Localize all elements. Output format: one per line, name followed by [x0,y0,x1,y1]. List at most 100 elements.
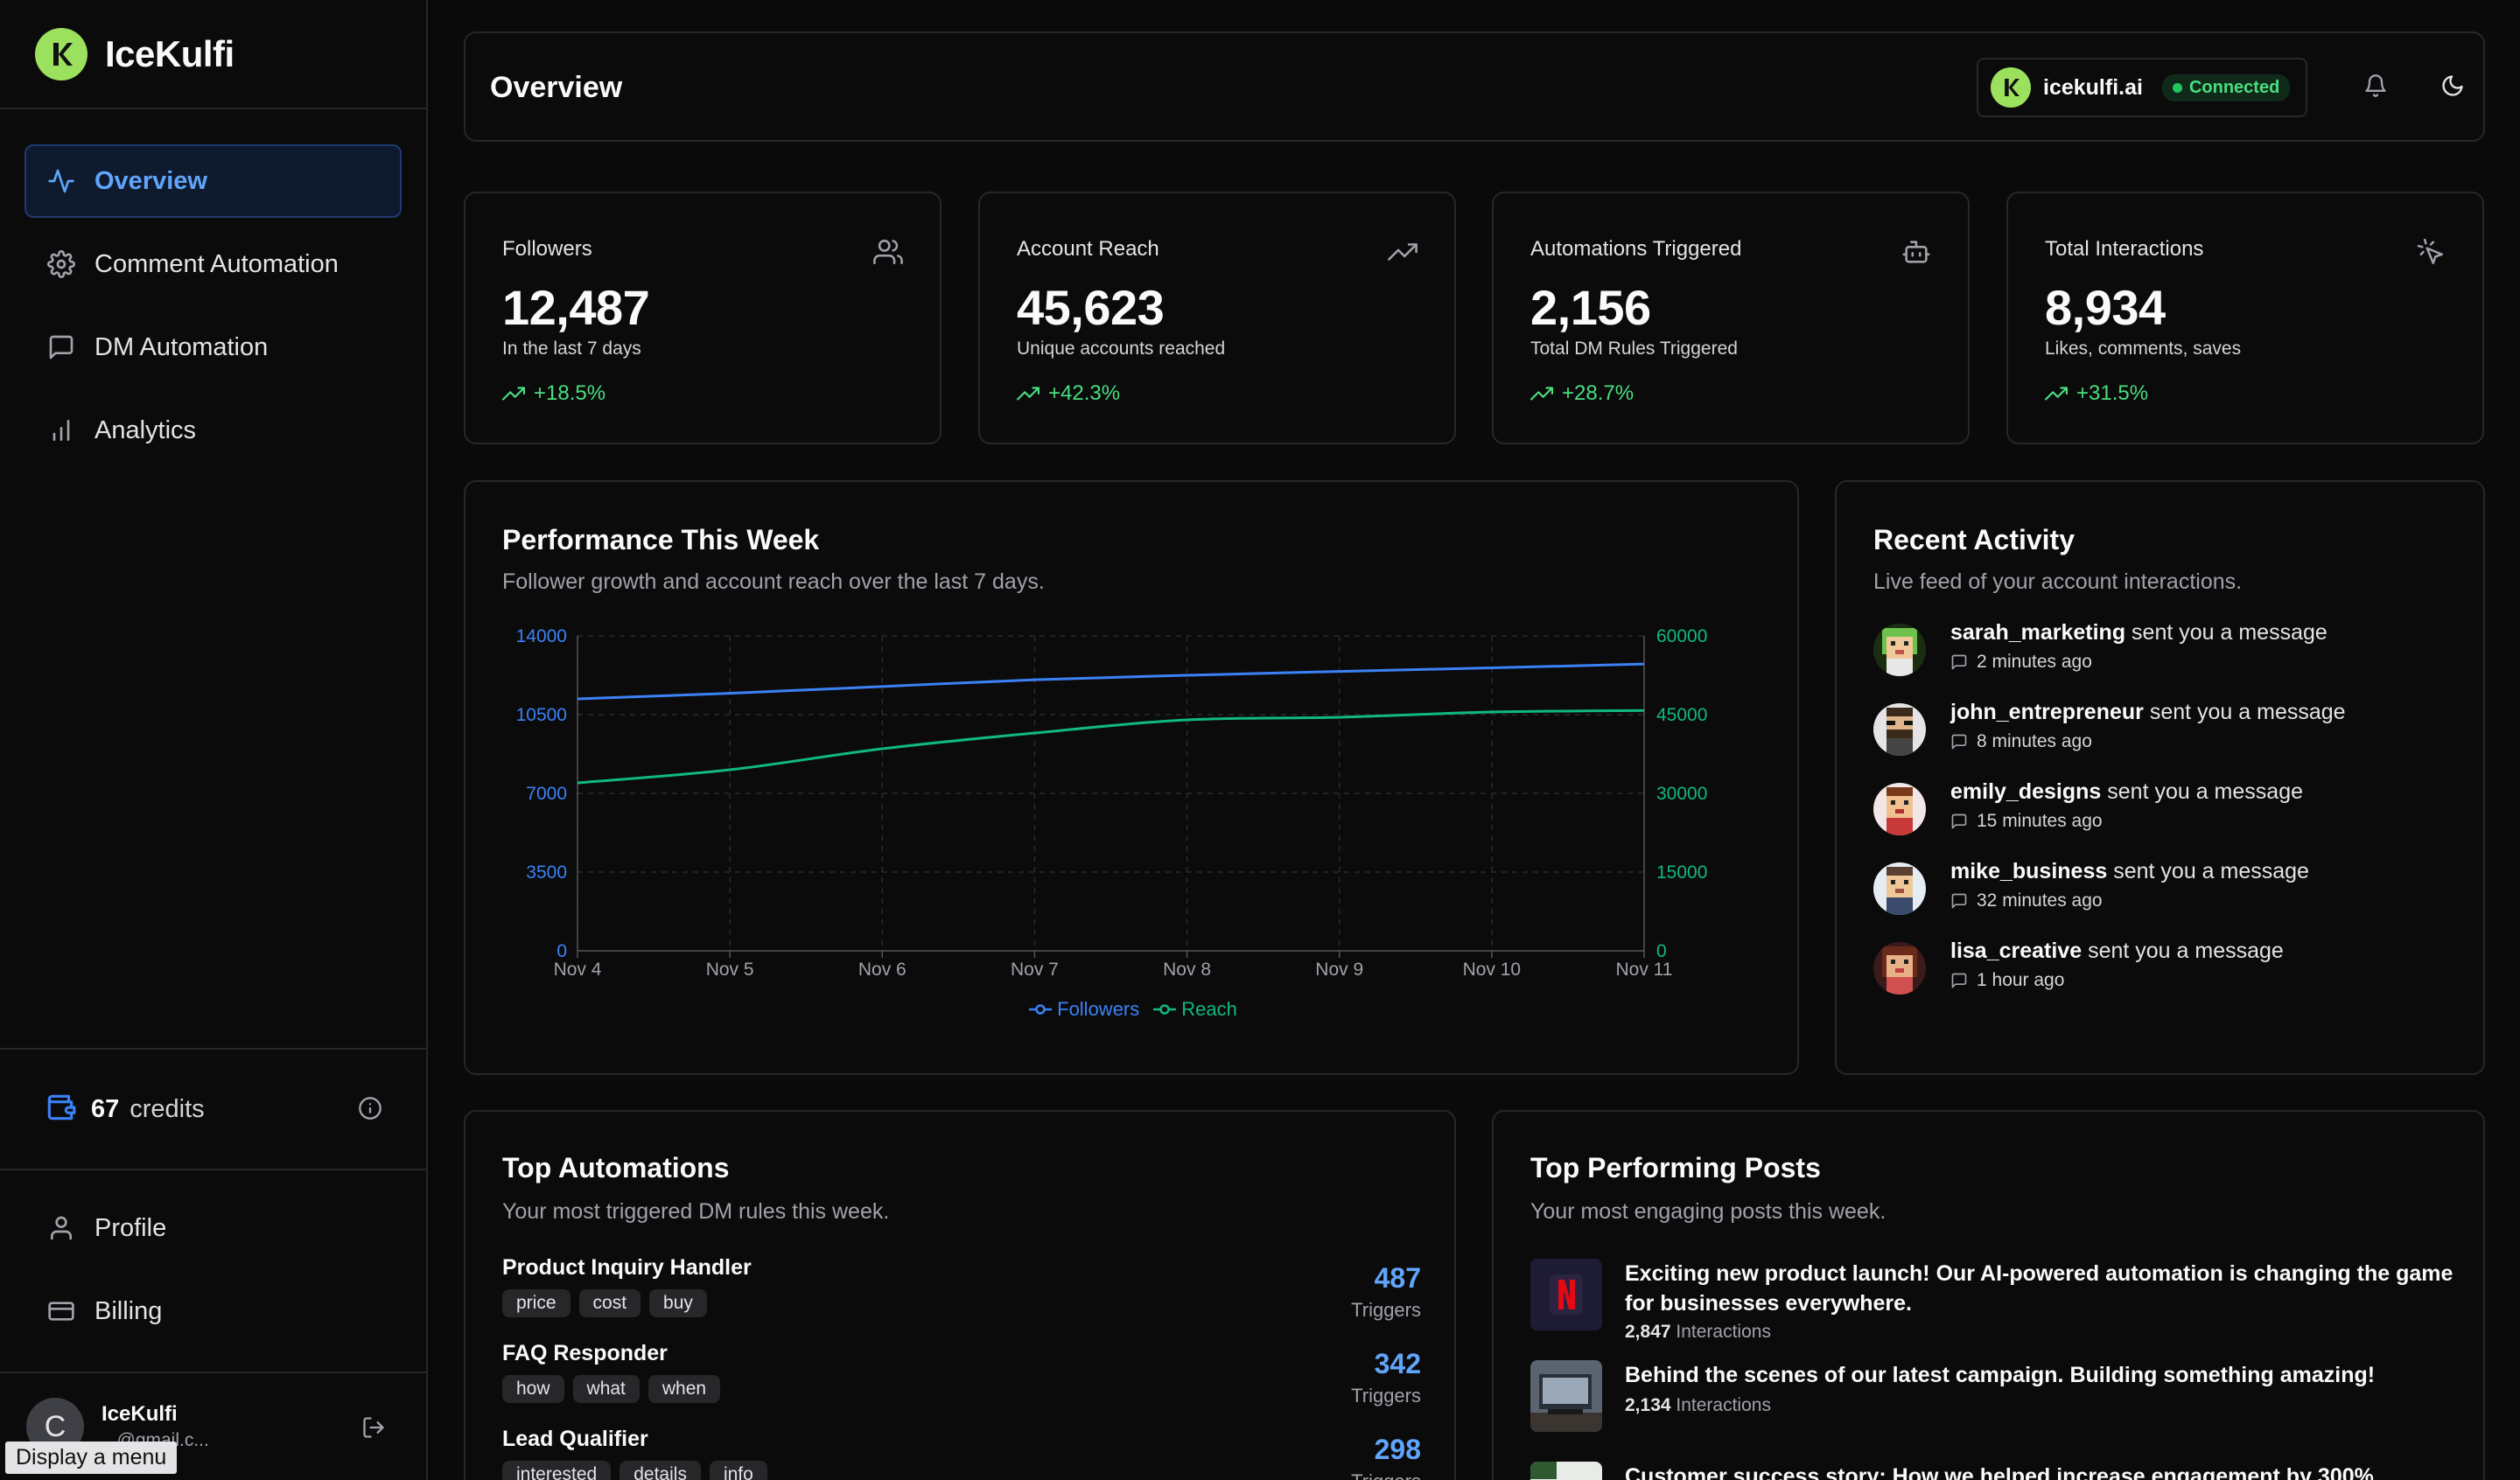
section-description: Your most triggered DM rules this week. [502,1199,890,1224]
section-description: Your most engaging posts this week. [1530,1199,1886,1224]
stat-change-value: +28.7% [1562,381,1634,405]
logout-icon[interactable] [361,1415,386,1444]
stat-value: 2,156 [1530,280,1651,335]
stat-subtitle: In the last 7 days [502,339,641,359]
automation-row[interactable]: FAQ Responder how what when 342 Triggers [502,1341,1421,1420]
series-line-reach [577,709,1645,785]
post-count: 2,134 [1625,1395,1671,1415]
trending-up-icon [1388,237,1418,271]
nav-label: DM Automation [94,332,269,361]
nav-item-analytics[interactable]: Analytics [24,394,402,467]
page-title: Overview [490,71,623,104]
message-square-icon [1951,813,1967,829]
nav-item-billing[interactable]: Billing [24,1274,402,1348]
stat-label: Total Interactions [2045,237,2204,261]
activity-item[interactable]: john_entrepreneur sent you a message 8 m… [1873,700,2468,766]
automation-name: Lead Qualifier [502,1427,648,1451]
activity-text: john_entrepreneur sent you a message [1950,700,2346,725]
stat-change: +31.5% [2045,381,2148,406]
avatar [1873,624,1926,676]
activity-time: 15 minutes ago [1950,811,2103,832]
gear-icon [46,248,77,280]
avatar [1873,942,1926,995]
users-icon [873,237,903,271]
legend-marker [1029,1004,1053,1015]
section-title: Top Automations [502,1152,730,1183]
theme-toggle-button[interactable] [2430,65,2475,110]
credit-card-icon [46,1295,77,1327]
nav-item-dm-automation[interactable]: DM Automation [24,311,402,384]
trigger-unit: Triggers [1351,1385,1421,1407]
x-tick-label: Nov 6 [858,960,906,980]
post-thumbnail [1530,1360,1602,1432]
brand[interactable]: IceKulfi [0,0,426,109]
message-square-icon [1951,973,1967,988]
section-title: Top Performing Posts [1530,1152,1821,1183]
automation-row[interactable]: Product Inquiry Handler price cost buy 4… [502,1255,1421,1334]
nav-label: Overview [94,166,207,195]
stat-value: 8,934 [2045,280,2166,335]
activity-time: 1 hour ago [1950,970,2064,991]
legend-item-reach[interactable]: Reach [1153,998,1237,1021]
bell-icon [2363,73,2388,102]
chart-legend: Followers Reach [466,998,1801,1021]
user-menu[interactable]: C IceKulfi ...@gmail.c... [0,1372,426,1480]
tooltip: Display a menu [5,1442,178,1474]
stat-change: +28.7% [1530,381,1634,406]
x-tick-label: Nov 5 [706,960,754,980]
trigger-unit: Triggers [1351,1470,1421,1480]
post-text: Customer success story: How we helped in… [1625,1464,2374,1480]
activity-user: emily_designs [1950,779,2102,804]
activity-item[interactable]: sarah_marketing sent you a message 2 min… [1873,620,2468,687]
activity-item[interactable]: emily_designs sent you a message 15 minu… [1873,779,2468,846]
avatar [1873,783,1926,835]
user-icon [46,1212,77,1244]
legend-item-followers[interactable]: Followers [1029,998,1139,1021]
nav-label: Profile [94,1213,167,1242]
activity-time-text: 15 minutes ago [1977,811,2103,831]
stat-value: 12,487 [502,280,650,335]
page-header: Overview icekulfi.ai Connected [464,31,2485,142]
stat-card-followers: Followers 12,487 In the last 7 days +18.… [464,192,942,444]
avatar [1873,703,1926,756]
keyword-tags: interested details info [502,1461,1421,1480]
brand-logo [35,27,88,80]
sidebar: IceKulfi Overview Comment Automation DM … [0,0,428,1480]
activity-time-text: 32 minutes ago [1977,890,2103,911]
nav-item-overview[interactable]: Overview [24,144,402,218]
activity-item[interactable]: mike_business sent you a message 32 minu… [1873,859,2468,925]
y-tick-label-left: 3500 [526,862,567,883]
info-icon[interactable] [358,1096,382,1125]
keyword-tag: price [502,1289,570,1317]
y-tick-label-right: 15000 [1656,862,1707,883]
activity-action: sent you a message [2101,779,2304,804]
section-title: Performance This Week [502,524,820,555]
activity-text: mike_business sent you a message [1950,859,2309,884]
activity-time-text: 1 hour ago [1977,970,2065,990]
trigger-count: 342 [1374,1348,1421,1379]
nav-item-comment-automation[interactable]: Comment Automation [24,227,402,301]
x-tick-label: Nov 10 [1463,960,1522,980]
stat-subtitle: Total DM Rules Triggered [1530,339,1738,359]
automation-name: Product Inquiry Handler [502,1255,752,1280]
credits-amount: 67 [91,1094,120,1123]
y-tick-label-left: 0 [556,941,567,961]
post-thumbnail [1530,1259,1602,1330]
keyword-tag: cost [578,1289,641,1317]
activity-text: emily_designs sent you a message [1950,779,2303,805]
main-nav: Overview Comment Automation DM Automatio… [0,109,426,467]
section-title: Recent Activity [1873,524,2075,555]
stat-card-total-interactions: Total Interactions 8,934 Likes, comments… [2006,192,2484,444]
keyword-tag: info [709,1461,767,1480]
automation-row[interactable]: Lead Qualifier interested details info 2… [502,1427,1421,1480]
nav-item-profile[interactable]: Profile [24,1191,402,1265]
stat-change: +42.3% [1017,381,1120,406]
keyword-tags: price cost buy [502,1289,1421,1317]
y-tick-label-right: 0 [1656,941,1667,961]
activity-item[interactable]: lisa_creative sent you a message 1 hour … [1873,939,2468,1005]
nav-label: Billing [94,1296,163,1325]
notifications-button[interactable] [2353,65,2398,110]
account-switcher[interactable]: icekulfi.ai Connected [1977,58,2307,117]
stat-value: 45,623 [1017,280,1165,335]
stat-card-account-reach: Account Reach 45,623 Unique accounts rea… [978,192,1456,444]
